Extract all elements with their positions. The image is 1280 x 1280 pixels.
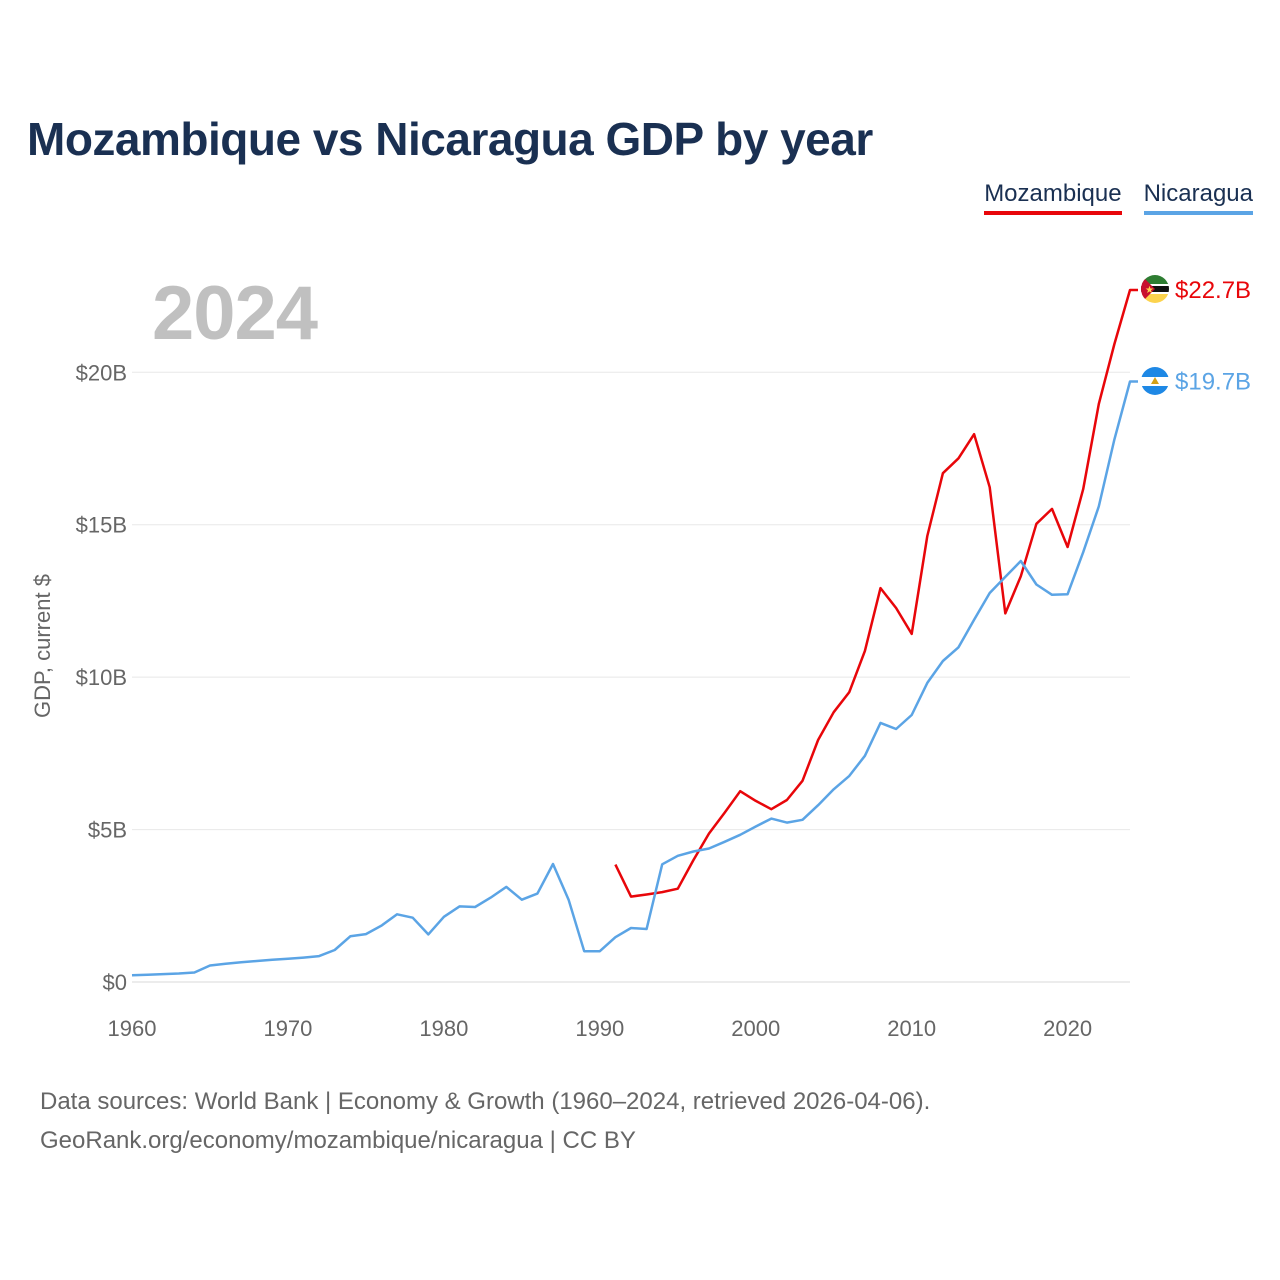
year-badge: 2024 xyxy=(152,271,318,356)
end-value-label-nicaragua: $19.7B xyxy=(1175,368,1251,395)
legend: Mozambique Nicaragua xyxy=(984,180,1253,215)
x-tick-label: 1960 xyxy=(108,1016,157,1041)
series-line-mozambique[interactable] xyxy=(614,288,1138,898)
y-tick-label: $20B xyxy=(76,360,127,385)
x-tick-label: 2020 xyxy=(1043,1016,1092,1041)
chart-title: Mozambique vs Nicaragua GDP by year xyxy=(27,113,873,165)
legend-item-nicaragua[interactable]: Nicaragua xyxy=(1143,180,1253,215)
svg-text:★: ★ xyxy=(1145,285,1154,296)
mozambique-flag-icon: ★ xyxy=(1141,275,1169,303)
y-axis-label: GDP, current $ xyxy=(30,574,55,718)
x-tick-label: 1980 xyxy=(419,1016,468,1041)
x-tick-label: 2000 xyxy=(731,1016,780,1041)
x-tick-label: 1970 xyxy=(263,1016,312,1041)
footer: Data sources: World Bank | Economy & Gro… xyxy=(40,1082,930,1160)
axes: $0 $5B $10B $15B $20B 1960 1970 1980 1990 2000 201… xyxy=(30,277,1251,1041)
series-line-nicaragua[interactable] xyxy=(131,380,1138,977)
y-tick-label: $10B xyxy=(76,665,127,690)
source-note: Data sources: World Bank | Economy & Gro… xyxy=(40,1088,931,1115)
y-tick-label: $5B xyxy=(88,818,127,843)
series-group xyxy=(131,288,1138,977)
x-tick-label: 1990 xyxy=(575,1016,624,1041)
legend-item-mozambique[interactable]: Mozambique xyxy=(984,180,1122,215)
line-chart: $0 $5B $10B $15B $20B 1960 1970 1980 1990 2000 201… xyxy=(30,275,1251,1041)
x-tick-label: 2010 xyxy=(887,1016,936,1041)
source-url[interactable]: GeoRank.org/economy/mozambique/nicaragua… xyxy=(40,1127,636,1154)
nicaragua-flag-icon xyxy=(1141,367,1169,395)
y-tick-label: $15B xyxy=(76,513,127,538)
end-value-label-mozambique: $22.7B xyxy=(1175,277,1251,304)
y-tick-label: $0 xyxy=(103,970,127,995)
gridlines xyxy=(132,371,1130,983)
